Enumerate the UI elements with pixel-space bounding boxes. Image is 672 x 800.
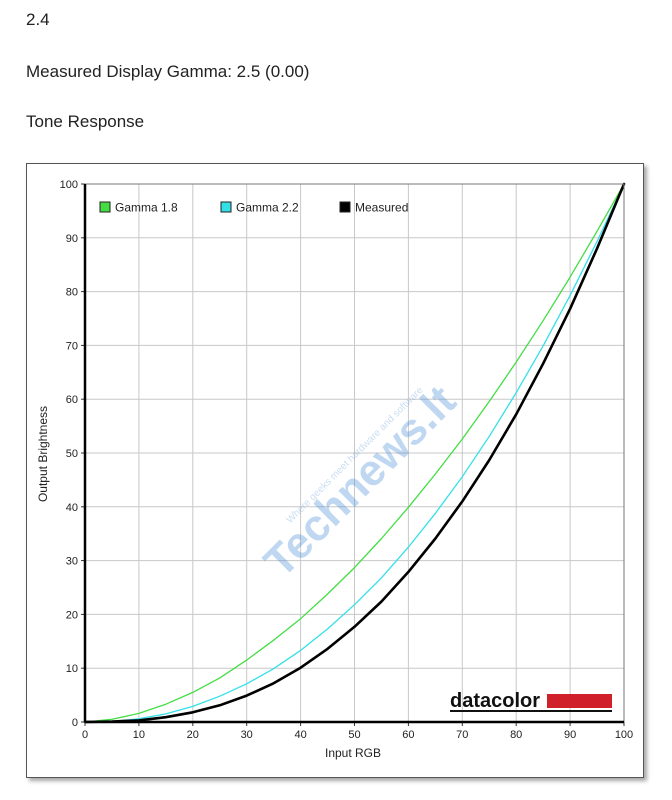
x-tick-label: 20 xyxy=(187,729,199,741)
y-tick-label: 40 xyxy=(66,502,78,514)
grid xyxy=(85,183,625,722)
x-tick-label: 100 xyxy=(615,729,633,741)
x-tick-label: 90 xyxy=(564,729,576,741)
y-tick-label: 90 xyxy=(66,233,78,245)
y-tick-label: 100 xyxy=(60,179,78,191)
x-tick-label: 80 xyxy=(510,729,522,741)
y-tick-label: 30 xyxy=(66,556,78,568)
chart-svg: Technews.lt Where geeks meet hardware an… xyxy=(36,179,634,760)
x-tick-label: 70 xyxy=(456,729,468,741)
measured-gamma-label: Measured Display Gamma: 2.5 (0.00) xyxy=(26,62,310,81)
legend: Gamma 1.8 Gamma 2.2 Measured xyxy=(99,201,408,215)
watermark: Technews.lt Where geeks meet hardware an… xyxy=(255,376,466,587)
legend-label-gamma-2-2: Gamma 2.2 xyxy=(236,201,299,215)
axes xyxy=(81,183,625,726)
legend-swatch-gamma-1-8 xyxy=(99,201,111,213)
logo-underline xyxy=(450,710,612,712)
y-tick-label: 80 xyxy=(66,287,78,299)
x-tick-label: 30 xyxy=(241,729,253,741)
y-tick-label: 60 xyxy=(66,394,78,406)
tick-labels: 0 10 20 30 40 50 60 70 80 90 100 0 10 20 30 40 50 60 70 80 9… xyxy=(60,179,634,741)
y-tick-label: 0 xyxy=(72,717,78,729)
y-axis-title: Output Brightness xyxy=(36,406,50,502)
x-tick-label: 40 xyxy=(294,729,306,741)
logo-text: datacolor xyxy=(450,690,540,712)
legend-swatch-measured xyxy=(339,201,351,213)
logo-bar xyxy=(547,694,612,708)
x-tick-label: 0 xyxy=(82,729,88,741)
y-tick-label: 50 xyxy=(66,448,78,460)
legend-swatch-gamma-2-2 xyxy=(220,201,232,213)
series-line-gamma-1-8 xyxy=(84,183,625,723)
watermark-brand: Technews.lt xyxy=(255,376,466,587)
datacolor-logo: datacolor xyxy=(450,690,612,712)
y-tick-label: 10 xyxy=(66,663,78,675)
series-line-gamma-2-2 xyxy=(84,183,625,723)
x-axis-title: Input RGB xyxy=(325,746,381,760)
legend-label-gamma-1-8: Gamma 1.8 xyxy=(115,201,178,215)
series-line-measured xyxy=(83,182,626,724)
legend-label-measured: Measured xyxy=(355,201,408,215)
y-tick-label: 70 xyxy=(66,340,78,352)
x-tick-label: 50 xyxy=(348,729,360,741)
version-label: 2.4 xyxy=(26,10,50,29)
y-tick-label: 20 xyxy=(66,609,78,621)
series-lines xyxy=(83,182,626,724)
x-tick-label: 10 xyxy=(133,729,145,741)
section-title: Tone Response xyxy=(26,112,145,131)
x-tick-label: 60 xyxy=(402,729,414,741)
tone-response-chart: Technews.lt Where geeks meet hardware an… xyxy=(26,163,644,778)
